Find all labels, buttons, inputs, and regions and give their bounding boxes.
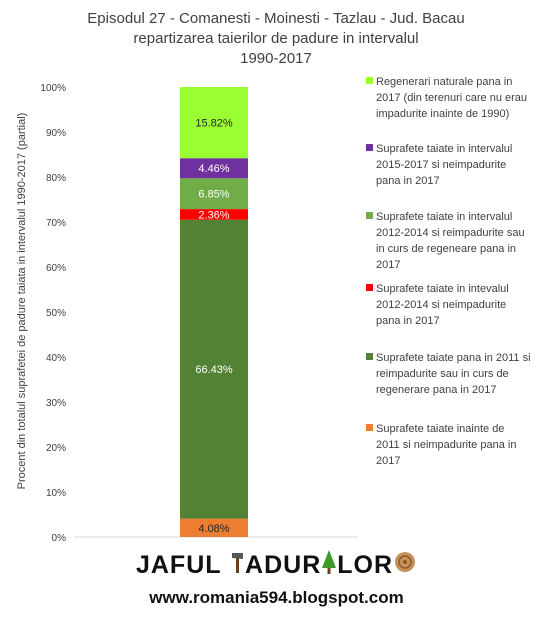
legend-label: reimpadurite sau in curs de: [376, 368, 509, 380]
legend-label: 2017: [376, 259, 400, 271]
log-icon: [393, 549, 417, 583]
y-tick-label: 0%: [52, 533, 67, 544]
logo-text-right: ADUR: [245, 551, 322, 579]
y-tick-label: 70%: [46, 218, 66, 229]
legend-label: Suprafete taiate in intervalul: [376, 211, 512, 223]
segment-value-label: 6.85%: [198, 189, 229, 201]
legend-label: 2012-2014 si reimpadurite sau: [376, 227, 525, 239]
segment-labels: 4.08% 66.43% 2.36% 6.85% 4.46% 15.82%: [195, 118, 233, 535]
chart: Episodul 27 - Comanesti - Moinesti - Taz…: [16, 10, 531, 544]
legend-swatch: [366, 144, 373, 151]
legend-label: pana in 2017: [376, 175, 440, 187]
chart-title-line: Episodul 27 - Comanesti - Moinesti - Taz…: [87, 10, 464, 27]
y-tick-label: 100%: [40, 83, 66, 94]
legend-swatch: [366, 284, 373, 291]
legend-label: 2011 si neimpadurite pana in: [376, 439, 516, 451]
legend-swatch: [366, 77, 373, 84]
legend-label: Suprafete taiate pana in 2011 si: [376, 352, 531, 364]
legend-label: in curs de regeneare pana in: [376, 243, 516, 255]
legend-label: Regenerari naturale pana in: [376, 76, 512, 88]
y-tick-label: 80%: [46, 173, 66, 184]
segment-value-label: 4.46%: [198, 163, 229, 175]
y-axis-label: Procent din totalul suprafetei de padure…: [16, 113, 28, 490]
legend-swatch: [366, 424, 373, 431]
tree-icon: [321, 549, 337, 584]
legend-swatch: [366, 212, 373, 219]
legend-label: Suprafete taiate inainte de: [376, 423, 504, 435]
legend-label: 2012-2014 si neimpadurite: [376, 299, 506, 311]
bar-segment: [180, 209, 248, 220]
legend-label: 2017 (din terenuri care nu erau: [376, 92, 527, 104]
y-tick-label: 20%: [46, 443, 66, 454]
legend-label: pana in 2017: [376, 315, 440, 327]
y-tick-label: 10%: [46, 488, 66, 499]
segment-value-label: 4.08%: [198, 523, 229, 535]
y-tick-label: 60%: [46, 263, 66, 274]
y-tick-label: 90%: [46, 128, 66, 139]
chart-title-line: 1990-2017: [240, 50, 312, 67]
bar-segment: [180, 219, 248, 519]
stacked-bar: [180, 87, 248, 537]
segment-value-label: 2.36%: [198, 209, 229, 221]
logo-text-end: LOR: [337, 551, 394, 579]
blog-logo: JAFUL ADUR LOR: [0, 548, 553, 582]
y-tick-label: 50%: [46, 308, 66, 319]
y-tick-label: 40%: [46, 353, 66, 364]
y-axis-ticks: 0% 10% 20% 30% 40% 50% 60% 70% 80% 90% 100%: [40, 83, 66, 544]
blog-url: www.romania594.blogspot.com: [149, 588, 404, 607]
legend-label: 2017: [376, 455, 400, 467]
segment-value-label: 66.43%: [195, 364, 233, 376]
chart-title: Episodul 27 - Comanesti - Moinesti - Taz…: [87, 10, 464, 67]
legend-swatch: [366, 353, 373, 360]
axe-icon: [229, 549, 245, 583]
segment-value-label: 15.82%: [195, 118, 233, 130]
legend-label: Suprafete taiate in intevalul: [376, 283, 509, 295]
bar-segment: [180, 158, 248, 179]
legend-label: 2015-2017 si neimpadurite: [376, 159, 506, 171]
logo-text-left: JAFUL: [135, 551, 230, 579]
legend: Regenerari naturale pana in 2017 (din ter…: [366, 76, 531, 467]
legend-label: impadurite inainte de 1990): [376, 108, 509, 120]
y-tick-label: 30%: [46, 398, 66, 409]
chart-title-line: repartizarea taierilor de padure in inte…: [133, 30, 418, 47]
bar-segment: [180, 87, 248, 159]
bar-segment: [180, 518, 248, 537]
legend-label: Suprafete taiate in intervalul: [376, 143, 512, 155]
bar-segment: [180, 178, 248, 210]
legend-label: regenerare pana in 2017: [376, 384, 496, 396]
